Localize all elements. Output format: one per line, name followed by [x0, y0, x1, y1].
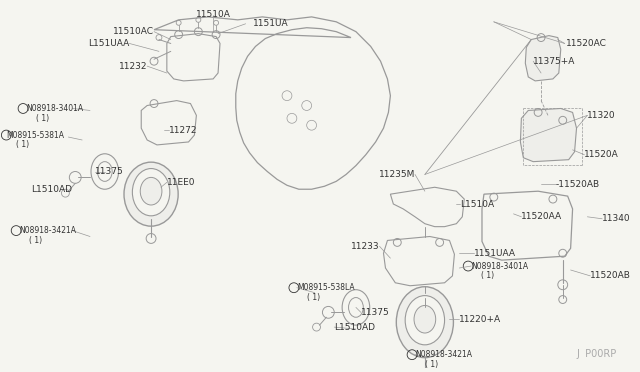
Text: 11375: 11375 — [95, 167, 124, 176]
Text: N08918-3421A: N08918-3421A — [19, 226, 76, 235]
Text: ( 1): ( 1) — [481, 272, 494, 280]
Text: ( 1): ( 1) — [29, 236, 42, 245]
Ellipse shape — [132, 169, 170, 216]
Text: 11EE0: 11EE0 — [167, 178, 195, 187]
Text: M08915-5381A: M08915-5381A — [6, 131, 64, 140]
Text: 1151UA: 1151UA — [253, 19, 288, 28]
Text: 11272: 11272 — [169, 126, 197, 135]
Text: 11375: 11375 — [361, 308, 390, 317]
Text: L1510A: L1510A — [460, 199, 495, 208]
Text: N08918-3421A: N08918-3421A — [415, 350, 472, 359]
Text: 11520AA: 11520AA — [522, 212, 563, 221]
Text: 11510AC: 11510AC — [113, 27, 154, 36]
Text: ( 1): ( 1) — [16, 140, 29, 150]
Text: 11340: 11340 — [602, 214, 631, 223]
Text: 11520AC: 11520AC — [566, 39, 607, 48]
Polygon shape — [525, 36, 561, 81]
Text: ( 1): ( 1) — [425, 360, 438, 369]
Text: 11320: 11320 — [588, 111, 616, 120]
Text: 11220+A: 11220+A — [460, 315, 502, 324]
Text: 11510A: 11510A — [196, 10, 230, 19]
Text: -11520AB: -11520AB — [556, 180, 600, 189]
Text: 11232: 11232 — [118, 62, 147, 71]
Ellipse shape — [396, 287, 453, 357]
Ellipse shape — [124, 162, 178, 226]
Text: 11375+A: 11375+A — [533, 57, 575, 66]
Text: ( 1): ( 1) — [307, 293, 320, 302]
Ellipse shape — [405, 296, 445, 345]
Text: M08915-538LA: M08915-538LA — [297, 283, 355, 292]
Text: L151UAA: L151UAA — [88, 39, 129, 48]
Text: 1151UAA: 1151UAA — [474, 249, 516, 258]
Text: 11233: 11233 — [351, 242, 380, 251]
Text: ( 1): ( 1) — [36, 114, 49, 123]
Text: L1510AD: L1510AD — [334, 323, 375, 331]
Text: N08918-3401A: N08918-3401A — [26, 104, 83, 113]
Polygon shape — [520, 109, 577, 162]
Text: 11520A: 11520A — [584, 150, 619, 159]
Text: 11520AB: 11520AB — [590, 272, 631, 280]
Ellipse shape — [414, 305, 436, 333]
Text: 11235M: 11235M — [379, 170, 415, 179]
Text: L1510AD: L1510AD — [31, 185, 72, 194]
Text: N08918-3401A: N08918-3401A — [471, 262, 528, 270]
Text: J  P00RP: J P00RP — [577, 349, 617, 359]
Ellipse shape — [140, 177, 162, 205]
